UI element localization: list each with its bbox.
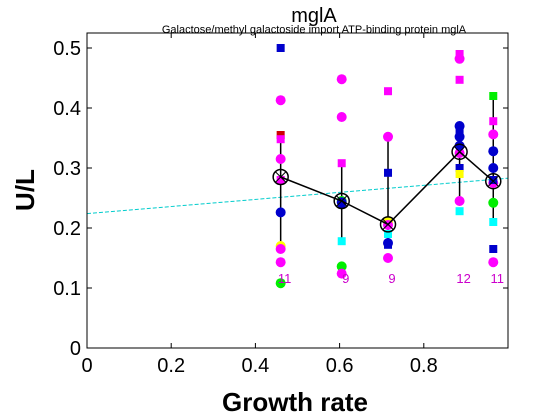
x-tick-label: 0.6 xyxy=(326,355,354,377)
chart-title: mglA xyxy=(291,5,337,27)
count-label: 11 xyxy=(491,271,505,286)
plot-area: 11 9 9 12 11 xyxy=(86,44,509,289)
data-point-circle xyxy=(383,253,394,263)
count-label: 9 xyxy=(388,271,395,286)
data-point-square xyxy=(489,92,498,100)
count-label: 11 xyxy=(278,271,292,286)
data-point-square xyxy=(384,240,393,249)
data-point-circle xyxy=(275,95,286,106)
mean-marker-cross xyxy=(275,171,287,183)
data-point-square xyxy=(337,159,346,168)
mean-marker xyxy=(333,192,350,210)
data-point-square xyxy=(337,237,346,246)
x-tick-label: 0 xyxy=(81,355,92,377)
count-label: 12 xyxy=(456,271,470,286)
data-point-circle xyxy=(488,129,499,140)
x-axis: 0 0.2 0.4 0.6 0.8 xyxy=(81,33,438,377)
mean-marker xyxy=(451,143,468,161)
mean-marker-cross xyxy=(336,195,348,207)
data-point-circle xyxy=(336,268,347,279)
y-axis-label: U/L xyxy=(10,169,40,211)
data-point-square xyxy=(276,176,285,184)
data-point-circle xyxy=(275,244,286,254)
count-label: 9 xyxy=(342,271,349,286)
mean-marker xyxy=(485,172,502,190)
data-point-circle xyxy=(336,261,347,272)
data-point-square xyxy=(455,75,464,84)
mean-marker xyxy=(272,168,289,186)
data-point-circle xyxy=(488,163,499,173)
data-point-square xyxy=(455,170,464,178)
mean-marker-cross xyxy=(454,146,465,158)
y-tick-label: 0.2 xyxy=(53,218,81,240)
mean-marker xyxy=(379,216,397,233)
mean-marker-cross xyxy=(382,219,394,230)
data-point-square xyxy=(276,44,285,52)
data-point-square xyxy=(384,87,393,96)
data-point-square xyxy=(384,168,393,177)
x-tick-label: 0.8 xyxy=(410,355,438,377)
y-tick-label: 0.5 xyxy=(53,38,81,60)
data-point-circle xyxy=(275,278,286,289)
axes-box xyxy=(86,32,509,349)
data-point-circle xyxy=(488,257,499,268)
data-point-square xyxy=(455,128,464,136)
data-point-square xyxy=(276,131,285,139)
fit-line xyxy=(86,177,509,215)
data-point-circle xyxy=(336,112,347,122)
data-point-circle xyxy=(275,257,286,268)
data-point-square xyxy=(384,230,393,238)
x-tick-label: 0.4 xyxy=(241,355,269,377)
data-point-square xyxy=(455,207,464,216)
y-tick-label: 0.1 xyxy=(53,278,81,300)
data-point-circle xyxy=(336,74,347,85)
data-point-circle xyxy=(488,197,499,208)
data-point-circle xyxy=(488,146,499,157)
x-tick-label: 0.2 xyxy=(157,355,185,377)
data-point-circle xyxy=(275,207,286,218)
data-point-circle xyxy=(454,53,465,64)
data-point-circle xyxy=(454,148,465,158)
y-axis: 0 0.1 0.2 0.3 0.4 0.5 xyxy=(53,38,508,360)
y-tick-label: 0.4 xyxy=(53,98,81,120)
mean-marker-cross xyxy=(487,175,499,187)
data-point-circle xyxy=(454,196,465,206)
chart-subtitle: Galactose/methyl galactoside import ATP-… xyxy=(162,24,467,36)
data-point-square xyxy=(489,218,498,226)
data-point-square xyxy=(489,245,498,253)
data-point-circle xyxy=(275,154,286,164)
y-tick-label: 0.3 xyxy=(53,158,81,180)
data-point-square xyxy=(489,176,498,184)
data-point-square xyxy=(489,117,498,126)
y-tick-label: 0 xyxy=(70,338,81,360)
data-point-square xyxy=(276,135,285,144)
data-point-circle xyxy=(383,131,394,142)
data-point-square xyxy=(455,164,464,172)
data-point-circle xyxy=(454,140,465,151)
x-axis-label: Growth rate xyxy=(222,387,368,417)
